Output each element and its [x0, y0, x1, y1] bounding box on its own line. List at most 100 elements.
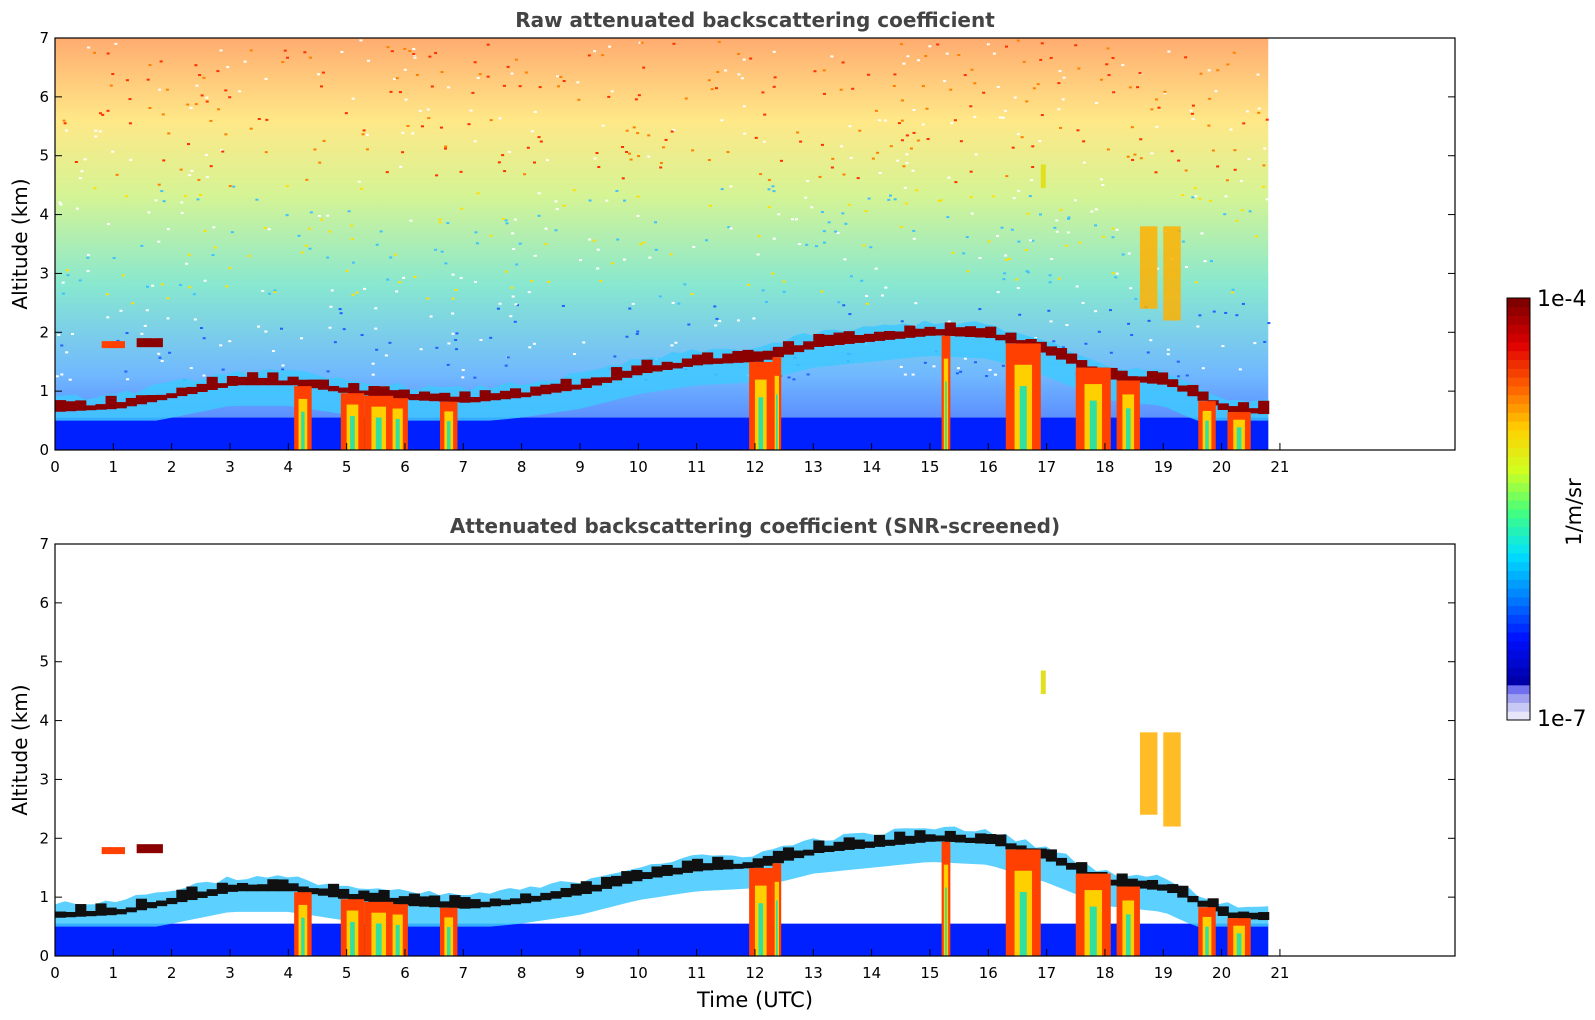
top-noise-speck	[461, 368, 465, 371]
top-noise-speck	[1198, 314, 1202, 317]
top-noise-speck	[837, 301, 841, 304]
top-noise-speck	[1076, 129, 1080, 132]
top-noise-speck	[707, 79, 711, 82]
top-noise-speck	[351, 293, 355, 296]
top-noise-speck	[893, 198, 897, 201]
top-xtick-label: 12	[745, 458, 764, 476]
top-xtick-label: 13	[804, 458, 823, 476]
bottom-cloud-base-segment	[1237, 911, 1250, 919]
top-noise-speck	[205, 96, 209, 99]
top-noise-speck	[635, 332, 639, 335]
top-noise-speck	[806, 180, 810, 183]
top-noise-speck	[805, 243, 809, 246]
bottom-cloud-base-segment	[135, 898, 147, 911]
top-noise-speck	[987, 240, 991, 243]
top-noise-speck	[74, 160, 78, 163]
top-cloud-base-segment	[914, 328, 926, 337]
top-cloud-base-segment	[439, 392, 451, 402]
top-noise-speck	[228, 96, 232, 99]
top-noise-speck	[582, 341, 586, 344]
top-noise-speck	[959, 370, 963, 373]
top-cloud-base-segment	[590, 377, 602, 386]
bottom-cloud-base-segment	[894, 831, 906, 845]
top-cloud-base-segment	[944, 322, 956, 336]
top-noise-speck	[844, 222, 848, 225]
top-noise-speck	[361, 133, 365, 136]
top-noise-speck	[365, 133, 369, 136]
top-xtick-label: 15	[920, 458, 939, 476]
top-noise-speck	[151, 284, 155, 287]
top-noise-speck	[116, 339, 120, 342]
top-noise-speck	[1018, 313, 1022, 316]
colorbar-bin	[1507, 482, 1530, 492]
top-noise-speck	[1111, 272, 1115, 275]
top-noise-speck	[1038, 140, 1042, 143]
bottom-boundary-layer	[55, 923, 1269, 956]
top-noise-speck	[1011, 146, 1015, 149]
top-xtick-label: 21	[1270, 458, 1289, 476]
bottom-cloud-base-segment	[408, 893, 420, 907]
top-noise-speck	[98, 130, 102, 133]
top-noise-speck	[1256, 73, 1260, 76]
top-noise-speck	[926, 138, 930, 141]
top-noise-speck	[1015, 278, 1019, 281]
top-noise-speck	[238, 90, 242, 93]
top-noise-speck	[158, 356, 162, 359]
top-noise-speck	[200, 94, 204, 97]
top-noise-speck	[717, 40, 721, 43]
bottom-cloud-base-segment	[489, 898, 501, 907]
top-noise-speck	[597, 166, 601, 169]
top-noise-speck	[799, 140, 803, 143]
top-noise-speck	[375, 243, 379, 246]
colorbar-bin	[1507, 315, 1530, 325]
top-noise-speck	[610, 90, 614, 93]
top-noise-speck	[385, 171, 389, 174]
top-noise-speck	[1131, 158, 1135, 161]
top-noise-speck	[878, 172, 882, 175]
bottom-cloud-base-segment	[277, 879, 289, 892]
top-noise-speck	[957, 54, 961, 57]
top-noise-speck	[729, 227, 733, 230]
bottom-xtick-label: 21	[1270, 964, 1289, 982]
top-noise-speck	[257, 325, 261, 328]
bottom-cloud-base-segment	[742, 862, 754, 869]
top-noise-speck	[899, 226, 903, 229]
top-xtick-label: 9	[575, 458, 585, 476]
top-noise-speck	[243, 60, 247, 63]
top-noise-speck	[959, 140, 963, 143]
top-noise-speck	[65, 129, 69, 132]
top-noise-speck	[1157, 106, 1161, 109]
top-noise-speck	[473, 140, 477, 143]
top-noise-speck	[632, 126, 636, 129]
top-noise-speck	[943, 80, 947, 83]
top-noise-speck	[194, 103, 198, 106]
top-noise-speck	[362, 129, 366, 132]
top-noise-speck	[1030, 179, 1034, 182]
top-noise-speck	[401, 131, 405, 134]
top-noise-speck	[333, 341, 337, 344]
top-cloud-base-segment	[1177, 385, 1189, 392]
top-noise-speck	[111, 73, 115, 76]
top-noise-speck	[772, 190, 776, 193]
top-noise-speck	[264, 330, 268, 333]
top-noise-speck	[661, 146, 665, 149]
top-noise-speck	[978, 256, 982, 259]
top-noise-speck	[1149, 339, 1153, 342]
top-noise-speck	[1155, 125, 1159, 128]
top-noise-speck	[510, 286, 514, 289]
top-noise-speck	[459, 170, 463, 173]
top-noise-speck	[320, 85, 324, 88]
top-noise-speck	[351, 97, 355, 100]
top-noise-speck	[1191, 196, 1195, 199]
top-noise-speck	[157, 240, 161, 243]
colorbar-bin	[1507, 394, 1530, 404]
top-noise-speck	[1121, 253, 1125, 256]
bottom-cloud-base-segment	[358, 890, 370, 902]
top-noise-speck	[1133, 153, 1137, 156]
top-noise-speck	[451, 312, 455, 315]
top-noise-speck	[899, 43, 903, 46]
top-noise-speck	[473, 376, 477, 379]
top-noise-speck	[415, 73, 419, 76]
top-noise-speck	[1111, 57, 1115, 60]
top-cloud-base-segment	[732, 350, 744, 363]
